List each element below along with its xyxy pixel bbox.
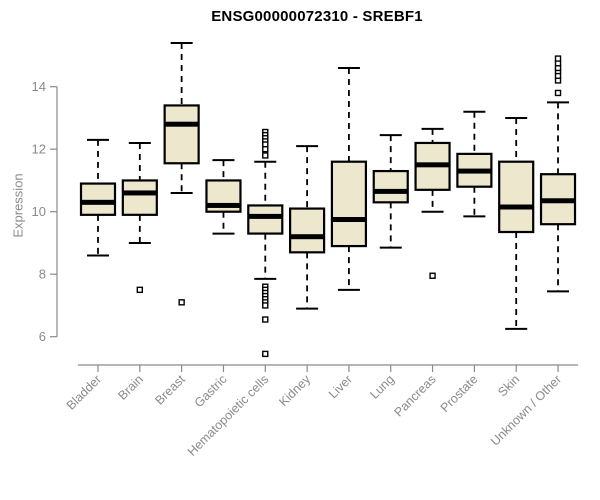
outlier-point: [262, 152, 269, 159]
median-line: [457, 168, 492, 174]
box-group-pancreas: [414, 127, 451, 279]
x-tick-label: Gastric: [192, 372, 230, 410]
x-tick-label: Skin: [495, 372, 522, 399]
y-axis: 6 8 10 12 14: [32, 79, 58, 344]
iqr-box: [289, 207, 326, 254]
box-group-kidney: [289, 145, 326, 310]
outlier-point: [262, 350, 269, 358]
median-line: [206, 202, 241, 208]
outlier-point: [429, 272, 436, 279]
x-tick-label: Brain: [115, 372, 146, 403]
median-line: [248, 213, 283, 219]
box-group-breast: [163, 41, 200, 306]
box-group-skin: [498, 116, 535, 330]
box-group-prostate: [456, 110, 493, 218]
x-tick-label: Kidney: [276, 372, 313, 409]
y-tick-label: 14: [32, 79, 46, 94]
chart-title: ENSG00000072310 - SREBF1: [211, 8, 423, 25]
x-tick-label: Bladder: [64, 372, 104, 412]
outlier-point: [554, 89, 562, 97]
outlier-point: [262, 316, 269, 323]
iqr-box: [163, 104, 200, 165]
median-line: [415, 162, 450, 168]
median-line: [164, 121, 199, 127]
box-group-gastric: [205, 159, 242, 235]
y-tick-label: 10: [32, 204, 46, 219]
x-tick-label: Breast: [152, 372, 188, 408]
median-line: [373, 188, 408, 194]
box-group-unknown-other: [539, 55, 577, 293]
x-tick-label: Lung: [367, 372, 397, 402]
iqr-box: [247, 204, 284, 235]
box-group-lung: [372, 134, 409, 249]
x-tick-label: Liver: [326, 372, 355, 401]
box-group-bladder: [79, 138, 117, 257]
outlier-point: [262, 302, 269, 309]
outlier-point: [554, 55, 562, 62]
median-line: [122, 190, 157, 196]
x-tick-label: Pancreas: [391, 372, 438, 419]
y-tick-label: 8: [39, 267, 46, 282]
x-tick-label: Hematopoietic cells: [185, 372, 272, 459]
box-group-hematopoietic-cells: [247, 128, 284, 358]
outlier-point: [136, 286, 144, 294]
box-group-brain: [121, 141, 158, 294]
median-line: [81, 199, 115, 205]
iqr-box: [330, 160, 368, 248]
box-group-liver: [330, 66, 368, 291]
median-line: [290, 234, 325, 240]
median-line: [541, 198, 576, 204]
y-tick-label: 6: [39, 329, 46, 344]
iqr-box: [372, 169, 409, 204]
iqr-box: [79, 182, 117, 216]
x-tick-label: Unknown / Other: [488, 372, 564, 448]
iqr-box: [498, 160, 535, 234]
y-tick-label: 12: [32, 142, 46, 157]
median-line: [331, 217, 366, 223]
median-line: [499, 204, 534, 210]
outlier-point: [178, 299, 185, 306]
iqr-box: [121, 179, 158, 216]
x-tick-label: Prostate: [438, 372, 481, 415]
outlier-point: [262, 145, 269, 153]
